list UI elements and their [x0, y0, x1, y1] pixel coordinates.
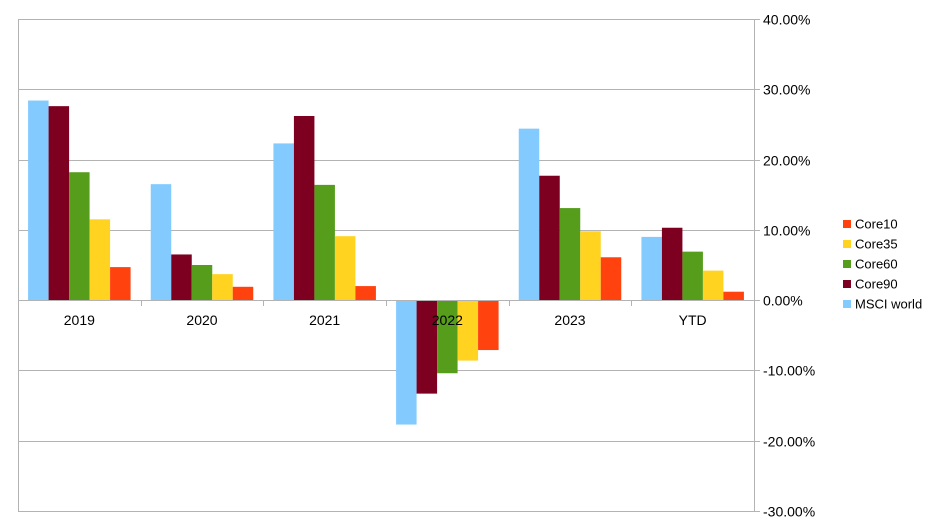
- legend-label: Core35: [855, 237, 898, 252]
- y-tick-label: -30.00%: [763, 504, 815, 520]
- bar-core10: [478, 300, 499, 351]
- bar-core90: [48, 106, 70, 301]
- legend-label: Core90: [855, 277, 898, 292]
- category-label: YTD: [679, 312, 707, 328]
- y-tick-labels: 40.00% 30.00% 20.00% 10.00% 0.00% -10.00% -20.…: [763, 12, 815, 520]
- category-label: 2022: [432, 312, 463, 328]
- bar-core35: [457, 300, 479, 361]
- bar-core60: [559, 208, 581, 301]
- legend: Core10 Core35 Core60 Core90 MSCI world: [843, 217, 922, 312]
- y-tick-label: 20.00%: [763, 153, 810, 169]
- category-label: 2020: [186, 312, 217, 328]
- category-labels: 2019 2020 2021 2022 2023 YTD: [64, 312, 707, 328]
- bar-msci-world: [518, 128, 540, 301]
- bar-core10: [232, 286, 254, 301]
- legend-swatch: [843, 300, 851, 308]
- y-tick-label: -20.00%: [763, 434, 815, 450]
- bar-msci-world: [150, 184, 172, 301]
- category-label: 2019: [64, 312, 95, 328]
- bar-core10: [600, 257, 622, 301]
- bar-core35: [89, 219, 111, 301]
- legend-swatch: [843, 220, 851, 228]
- bar-core90: [539, 175, 560, 301]
- legend-swatch: [843, 240, 851, 248]
- legend-swatch: [843, 280, 851, 288]
- bar-core10: [110, 267, 131, 301]
- bar-core35: [334, 236, 356, 301]
- bar-core60: [191, 265, 213, 301]
- bar-msci-world: [396, 300, 417, 425]
- bar-core35: [212, 274, 233, 301]
- bar-msci-world: [28, 100, 49, 301]
- axes: [18, 19, 755, 511]
- bar-msci-world: [273, 143, 294, 301]
- bar-msci-world: [641, 236, 662, 301]
- bars: [28, 100, 744, 425]
- legend-swatch: [843, 260, 851, 268]
- bar-core10: [723, 291, 744, 301]
- bar-core90: [416, 300, 438, 394]
- bar-core10: [355, 286, 376, 301]
- bar-core60: [682, 251, 703, 301]
- y-tick-label: 10.00%: [763, 223, 810, 239]
- bar-core60: [314, 184, 335, 301]
- category-label: 2023: [554, 312, 585, 328]
- y-tick-label: 0.00%: [763, 293, 803, 309]
- legend-label: MSCI world: [855, 297, 922, 312]
- y-tick-label: 40.00%: [763, 12, 810, 28]
- bar-core90: [293, 115, 315, 301]
- y-tick-label: -10.00%: [763, 363, 815, 379]
- bar-core90: [661, 227, 683, 301]
- bar-core35: [580, 231, 601, 301]
- legend-label: Core60: [855, 257, 898, 272]
- category-label: 2021: [309, 312, 340, 328]
- bar-core35: [702, 270, 724, 301]
- legend-label: Core10: [855, 217, 898, 232]
- y-tick-label: 30.00%: [763, 82, 810, 98]
- bar-core60: [437, 300, 458, 374]
- bar-core90: [171, 254, 192, 301]
- bar-core60: [69, 172, 90, 301]
